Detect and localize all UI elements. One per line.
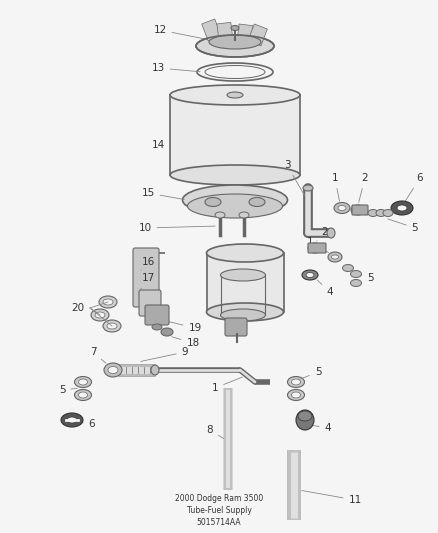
Text: 9: 9: [141, 347, 188, 361]
Text: 10: 10: [138, 223, 215, 233]
Bar: [201, 19, 221, 41]
Text: 1: 1: [212, 377, 242, 393]
FancyBboxPatch shape: [352, 205, 368, 215]
Ellipse shape: [91, 309, 109, 321]
Ellipse shape: [298, 411, 312, 421]
Text: 11: 11: [302, 490, 362, 505]
Ellipse shape: [327, 228, 335, 238]
Text: 3: 3: [284, 160, 304, 196]
Ellipse shape: [376, 209, 386, 216]
Text: 19: 19: [165, 321, 201, 333]
Text: 2: 2: [359, 173, 368, 203]
Ellipse shape: [152, 324, 162, 330]
Bar: [170, 95, 300, 175]
Ellipse shape: [351, 205, 365, 215]
Ellipse shape: [350, 271, 361, 278]
Ellipse shape: [161, 328, 173, 336]
Ellipse shape: [95, 312, 105, 318]
Ellipse shape: [220, 309, 265, 321]
Ellipse shape: [104, 363, 122, 377]
Bar: [248, 24, 267, 46]
Ellipse shape: [383, 209, 393, 216]
Text: 7: 7: [90, 347, 106, 363]
Ellipse shape: [206, 244, 283, 262]
Ellipse shape: [103, 299, 113, 305]
Ellipse shape: [249, 198, 265, 206]
Ellipse shape: [227, 92, 243, 98]
FancyBboxPatch shape: [133, 248, 159, 307]
Ellipse shape: [74, 376, 92, 387]
Ellipse shape: [287, 390, 304, 400]
Text: 13: 13: [152, 63, 200, 73]
Ellipse shape: [338, 206, 346, 211]
Text: 5: 5: [300, 367, 321, 379]
Ellipse shape: [231, 26, 239, 30]
Ellipse shape: [103, 320, 121, 332]
Text: 1: 1: [332, 173, 339, 201]
Ellipse shape: [183, 185, 287, 215]
Text: 4: 4: [317, 280, 333, 297]
Bar: [206, 253, 283, 313]
Text: 17: 17: [138, 273, 155, 293]
Ellipse shape: [170, 165, 300, 185]
Bar: [217, 22, 233, 42]
Ellipse shape: [74, 390, 92, 400]
Ellipse shape: [170, 85, 300, 105]
FancyBboxPatch shape: [225, 318, 247, 336]
Ellipse shape: [215, 212, 225, 218]
Text: 6: 6: [80, 419, 95, 429]
FancyBboxPatch shape: [145, 305, 169, 325]
Ellipse shape: [239, 212, 249, 218]
Text: 1: 1: [307, 237, 328, 253]
Ellipse shape: [328, 252, 342, 262]
Ellipse shape: [296, 410, 314, 430]
Ellipse shape: [332, 255, 339, 259]
Ellipse shape: [108, 367, 118, 374]
Text: 6: 6: [406, 173, 423, 200]
Text: 15: 15: [141, 188, 184, 199]
Ellipse shape: [397, 205, 407, 211]
Ellipse shape: [303, 185, 313, 191]
Ellipse shape: [343, 264, 353, 271]
FancyBboxPatch shape: [139, 290, 161, 316]
Text: 5: 5: [388, 219, 418, 233]
Text: 18: 18: [172, 337, 200, 348]
Ellipse shape: [107, 323, 117, 329]
Text: 8: 8: [207, 425, 224, 439]
Text: 5: 5: [59, 385, 77, 395]
Ellipse shape: [220, 269, 265, 281]
Ellipse shape: [187, 194, 283, 218]
Text: 2000 Dodge Ram 3500
Tube-Fuel Supply
5015714AA: 2000 Dodge Ram 3500 Tube-Fuel Supply 501…: [175, 495, 263, 527]
Ellipse shape: [391, 201, 413, 215]
Text: 20: 20: [71, 303, 85, 313]
Ellipse shape: [292, 392, 300, 398]
Ellipse shape: [151, 365, 159, 375]
Ellipse shape: [78, 392, 88, 398]
Ellipse shape: [78, 379, 88, 385]
Ellipse shape: [292, 379, 300, 385]
Bar: [237, 24, 253, 44]
Ellipse shape: [205, 198, 221, 206]
Text: 16: 16: [141, 257, 155, 270]
Text: 5: 5: [360, 273, 373, 283]
Ellipse shape: [334, 203, 350, 214]
Text: 12: 12: [153, 25, 212, 41]
Ellipse shape: [306, 272, 314, 278]
Text: 14: 14: [152, 140, 165, 150]
Ellipse shape: [287, 376, 304, 387]
Ellipse shape: [368, 209, 378, 216]
Text: 4: 4: [313, 423, 331, 433]
FancyBboxPatch shape: [308, 243, 326, 253]
Text: 2: 2: [317, 227, 328, 241]
Ellipse shape: [196, 35, 274, 57]
Ellipse shape: [67, 417, 77, 423]
Ellipse shape: [206, 303, 283, 321]
Ellipse shape: [209, 35, 261, 49]
Ellipse shape: [308, 243, 322, 253]
Ellipse shape: [61, 413, 83, 427]
Ellipse shape: [302, 270, 318, 280]
Ellipse shape: [99, 296, 117, 308]
Ellipse shape: [350, 279, 361, 287]
